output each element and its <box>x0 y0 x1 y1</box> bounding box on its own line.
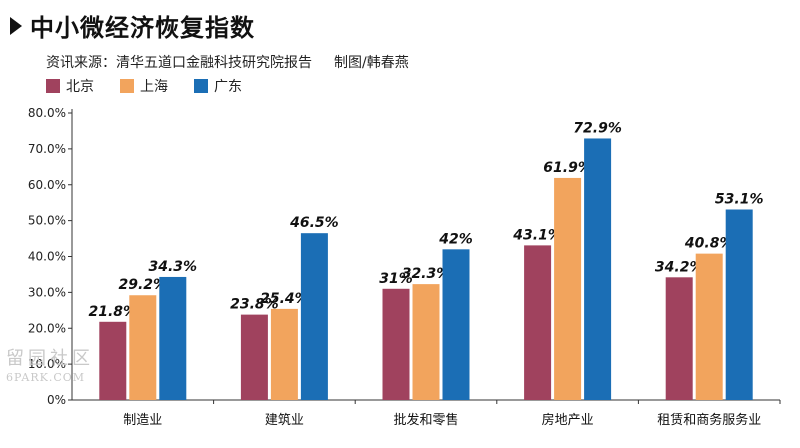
data-label-shanghai: 32.3% <box>402 266 451 282</box>
data-label-guangdong: 53.1% <box>715 192 764 208</box>
credit-text: 制图/韩春燕 <box>334 55 409 71</box>
bar-guangdong <box>584 138 612 400</box>
bar-guangdong <box>442 249 470 400</box>
bar-beijing <box>99 321 127 400</box>
data-label-beijing: 31% <box>379 271 413 287</box>
data-label-guangdong: 46.5% <box>289 215 339 231</box>
bar-shanghai <box>695 253 723 400</box>
bar-shanghai <box>412 284 440 400</box>
legend-item-beijing: 北京 <box>46 76 94 96</box>
legend-swatch-beijing <box>46 79 60 93</box>
bar-guangdong <box>159 276 187 400</box>
category-label: 建筑业 <box>265 412 304 428</box>
legend-item-shanghai: 上海 <box>120 76 168 96</box>
bar-guangdong <box>725 209 753 400</box>
bar-guangdong <box>300 233 328 400</box>
chart-title: 中小微经济恢复指数 <box>30 14 255 42</box>
watermark-line2: 6PARK.COM <box>6 371 86 384</box>
data-label-beijing: 23.8% <box>230 297 279 313</box>
bar-shanghai <box>270 308 298 400</box>
data-label-shanghai: 61.9% <box>543 160 592 176</box>
title-arrow-icon <box>10 16 22 35</box>
data-label-shanghai: 25.4% <box>260 291 309 307</box>
bar-shanghai <box>554 177 582 400</box>
data-label-beijing: 43.1% <box>512 227 562 243</box>
y-tick-label: 60.0% <box>28 178 66 192</box>
y-tick-label: 20.0% <box>28 321 66 335</box>
data-label-guangdong: 42% <box>438 231 473 247</box>
bar-beijing <box>665 277 693 400</box>
legend: 北京 上海 广东 <box>46 76 268 96</box>
source-text: 资讯来源：清华五道口金融科技研究院报告 <box>46 55 312 71</box>
bar-beijing <box>382 288 410 400</box>
data-label-shanghai: 29.2% <box>119 277 168 293</box>
data-label-beijing: 21.8% <box>89 304 138 320</box>
y-tick-label: 70.0% <box>28 142 66 156</box>
category-label: 租赁和商务服务业 <box>657 412 761 428</box>
legend-swatch-guangdong <box>194 79 208 93</box>
category-label: 批发和零售 <box>393 412 458 428</box>
legend-label-beijing: 北京 <box>66 79 94 95</box>
watermark-line1: 留园社区 <box>6 348 94 369</box>
data-label-guangdong: 34.3% <box>149 259 198 275</box>
bar-shanghai <box>129 295 157 400</box>
data-label-guangdong: 72.9% <box>573 120 622 136</box>
data-label-beijing: 34.2% <box>655 259 704 275</box>
legend-label-shanghai: 上海 <box>140 79 168 95</box>
y-tick-label: 50.0% <box>28 214 66 228</box>
watermark: 留园社区 6PARK.COM <box>6 348 94 384</box>
y-tick-label: 10.0% <box>28 357 66 371</box>
source-line: 资讯来源：清华五道口金融科技研究院报告 制图/韩春燕 <box>46 52 409 72</box>
title-row: 中小微经济恢复指数 <box>10 8 255 43</box>
data-label-shanghai: 40.8% <box>684 236 734 252</box>
y-tick-label: 80.0% <box>28 106 66 120</box>
bar-beijing <box>524 245 552 400</box>
y-tick-label: 30.0% <box>28 285 66 299</box>
y-tick-label: 40.0% <box>28 250 66 264</box>
bar-beijing <box>240 314 268 400</box>
y-tick-label: 0% <box>47 393 66 407</box>
legend-label-guangdong: 广东 <box>214 79 242 95</box>
category-label: 制造业 <box>123 413 162 428</box>
legend-item-guangdong: 广东 <box>194 76 242 96</box>
category-label: 房地产业 <box>542 412 594 428</box>
legend-swatch-shanghai <box>120 79 134 93</box>
